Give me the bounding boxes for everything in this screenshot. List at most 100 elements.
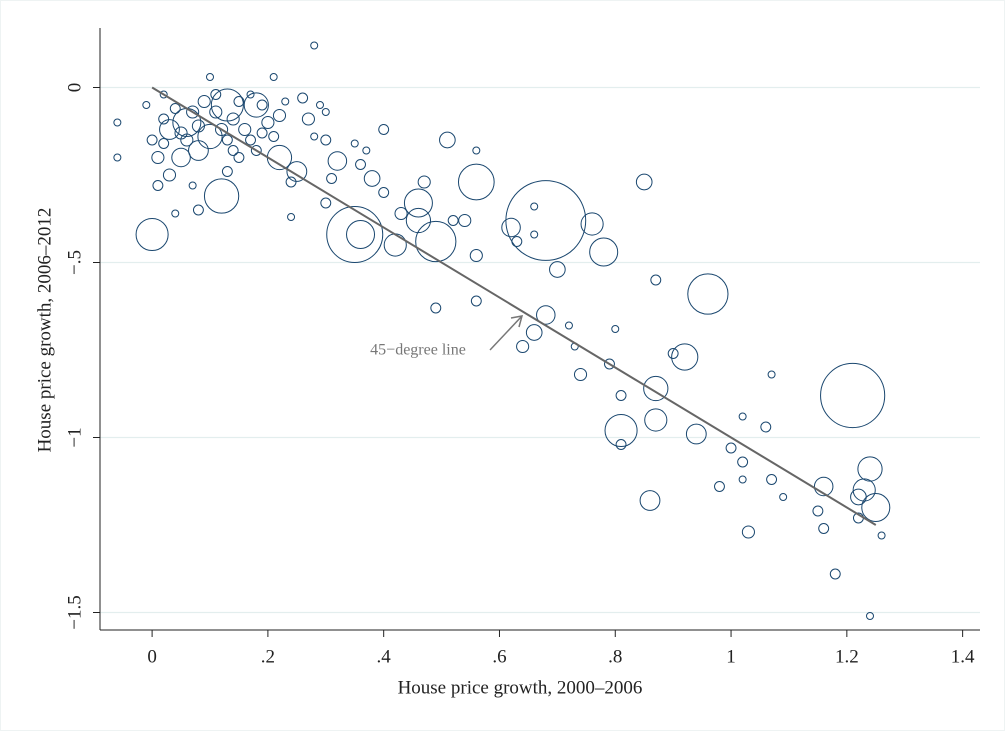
point [530, 230, 539, 239]
point [714, 481, 725, 492]
y-axis-label: House price growth, 2006–2012 [34, 208, 55, 453]
point [611, 325, 620, 333]
point [243, 92, 269, 118]
point [233, 96, 245, 107]
point [174, 126, 188, 140]
x-tick-label: .4 [377, 646, 392, 667]
point [405, 207, 432, 234]
point [767, 370, 776, 379]
point [363, 170, 381, 187]
point [573, 367, 588, 382]
point [430, 302, 442, 314]
point [667, 348, 679, 359]
point [643, 375, 669, 402]
point [226, 112, 240, 126]
point [268, 131, 280, 142]
point [417, 175, 431, 189]
point [272, 108, 287, 123]
y-tick-label: −.5 [64, 250, 85, 275]
point [671, 343, 699, 371]
point [415, 220, 457, 263]
point [580, 212, 604, 236]
point [738, 412, 747, 421]
point [297, 92, 309, 104]
point [394, 206, 408, 221]
point [261, 115, 275, 130]
point [326, 173, 338, 184]
point [685, 423, 707, 445]
point [158, 138, 170, 149]
point [866, 612, 874, 620]
point [604, 413, 638, 448]
point [238, 122, 252, 137]
point [549, 261, 566, 278]
point [760, 421, 772, 433]
point [829, 568, 841, 580]
point [152, 180, 164, 191]
point [206, 73, 214, 81]
point [818, 523, 830, 534]
annotation-arrowhead [510, 315, 524, 328]
point [779, 493, 788, 501]
point [171, 209, 180, 218]
x-tick-label: 0 [147, 646, 157, 667]
point [135, 217, 169, 252]
point [221, 134, 233, 146]
point [516, 339, 530, 354]
point [221, 166, 233, 177]
point [286, 161, 308, 182]
point [203, 178, 240, 214]
point [505, 180, 587, 261]
point [812, 505, 824, 517]
point [326, 206, 384, 263]
point [320, 134, 332, 146]
point [142, 101, 151, 109]
point [227, 145, 239, 156]
point [457, 163, 495, 201]
point [470, 295, 482, 307]
point [766, 474, 778, 485]
point [169, 103, 181, 114]
point [316, 101, 324, 109]
point [320, 197, 332, 209]
point [861, 493, 891, 522]
point [197, 123, 223, 150]
point [820, 362, 886, 429]
point [310, 132, 319, 141]
point [188, 181, 197, 190]
y-tick-label: −1.5 [64, 595, 85, 629]
point [635, 173, 653, 191]
point [644, 408, 668, 432]
point [256, 127, 268, 139]
point [472, 146, 481, 155]
point [233, 152, 245, 163]
point [210, 89, 222, 100]
point [162, 168, 177, 182]
x-tick-label: .2 [261, 646, 275, 667]
x-tick-label: .6 [492, 646, 506, 667]
point [192, 204, 204, 216]
point [362, 146, 371, 155]
x-tick-label: 1.4 [951, 646, 975, 667]
point [650, 274, 662, 286]
point [301, 112, 315, 126]
point [321, 108, 330, 116]
point [171, 147, 191, 168]
point [564, 321, 573, 330]
point [327, 151, 348, 171]
point [501, 217, 521, 238]
point [439, 131, 456, 149]
point [186, 105, 200, 119]
point [877, 531, 886, 540]
point [378, 124, 390, 135]
x-tick-label: .8 [608, 646, 622, 667]
point [113, 118, 122, 127]
annotation-arrow [489, 315, 523, 351]
point [615, 439, 627, 450]
point [741, 525, 755, 539]
point [197, 94, 211, 109]
point [525, 324, 543, 341]
